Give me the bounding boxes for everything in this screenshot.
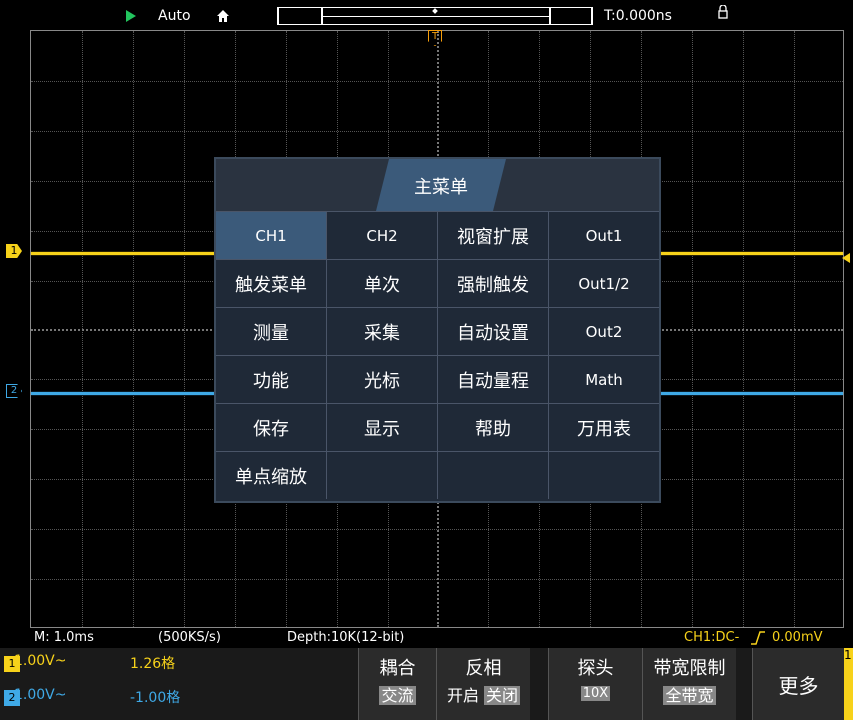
trigger-level-marker[interactable] bbox=[842, 253, 850, 263]
coupling-value: 交流 bbox=[379, 686, 416, 705]
menu-item-point-zoom[interactable]: 单点缩放 bbox=[216, 452, 327, 499]
menu-item-force[interactable]: 强制触发 bbox=[438, 260, 549, 307]
home-icon[interactable] bbox=[216, 9, 230, 23]
coupling-button[interactable]: 耦合 交流 bbox=[358, 648, 436, 720]
ch2-position: -1.00格 bbox=[130, 690, 181, 706]
top-bar: Auto T:0.000ns bbox=[0, 0, 853, 28]
probe-value: 10X bbox=[580, 686, 611, 701]
bandwidth-value: 全带宽 bbox=[663, 686, 716, 705]
menu-item-trigger[interactable]: 触发菜单 bbox=[216, 260, 327, 307]
trigger-source-label: CH1:DC- bbox=[684, 630, 740, 645]
ch2-badge: 2 bbox=[4, 690, 20, 706]
menu-item-cursor[interactable]: 光标 bbox=[327, 356, 438, 403]
ch1-position-marker[interactable]: 1 bbox=[6, 244, 22, 258]
ch1-badge: 1 bbox=[4, 656, 20, 672]
trigger-time-label: T:0.000ns bbox=[604, 8, 672, 24]
memory-position-bar[interactable] bbox=[277, 7, 593, 25]
ch1-info[interactable]: 1 1.00V~ 1.26格 bbox=[0, 653, 350, 686]
rising-edge-icon bbox=[751, 631, 765, 645]
ch2-volts-div: 1.00V~ bbox=[14, 687, 67, 703]
bandwidth-label: 带宽限制 bbox=[653, 658, 726, 679]
ch2-info[interactable]: 2 1.00V~ -1.00格 bbox=[0, 687, 350, 718]
invert-label: 反相 bbox=[465, 658, 502, 679]
trigger-mode-label: Auto bbox=[158, 8, 191, 24]
coupling-label: 耦合 bbox=[379, 658, 416, 679]
menu-item-multimeter[interactable]: 万用表 bbox=[549, 404, 659, 451]
menu-item-help[interactable]: 帮助 bbox=[438, 404, 549, 451]
ch2-position-marker[interactable]: 2 bbox=[6, 384, 22, 398]
ch1-position: 1.26格 bbox=[130, 656, 176, 672]
menu-item-empty bbox=[327, 452, 438, 499]
memory-depth-label: Depth:10K(12-bit) bbox=[287, 630, 405, 645]
trigger-position-marker[interactable]: T bbox=[428, 30, 442, 46]
menu-item-measure[interactable]: 测量 bbox=[216, 308, 327, 355]
menu-item-zoom[interactable]: 视窗扩展 bbox=[438, 212, 549, 259]
ch1-volts-div: 1.00V~ bbox=[14, 653, 67, 669]
invert-button[interactable]: 反相 开启 关闭 bbox=[436, 648, 530, 720]
menu-header: 主菜单 bbox=[216, 159, 659, 211]
menu-item-autorange[interactable]: 自动量程 bbox=[438, 356, 549, 403]
run-state-icon[interactable] bbox=[126, 10, 136, 22]
probe-button[interactable]: 探头 10X bbox=[548, 648, 642, 720]
bandwidth-limit-button[interactable]: 带宽限制 全带宽 bbox=[642, 648, 736, 720]
menu-item-acquire[interactable]: 采集 bbox=[327, 308, 438, 355]
timebase-label: M: 1.0ms bbox=[34, 630, 94, 645]
menu-item-empty bbox=[438, 452, 549, 499]
menu-item-autoset[interactable]: 自动设置 bbox=[438, 308, 549, 355]
menu-item-out2[interactable]: Out2 bbox=[549, 308, 659, 355]
menu-item-ch1[interactable]: CH1 bbox=[216, 212, 327, 259]
bottom-bar: 1 1.00V~ 1.26格 2 1.00V~ -1.00格 耦合 交流 反相 … bbox=[0, 648, 853, 720]
page-indicator: 1 bbox=[844, 648, 853, 720]
invert-on: 开启 bbox=[446, 686, 479, 705]
invert-off: 关闭 bbox=[484, 686, 521, 705]
status-line: M: 1.0ms (500KS/s) Depth:10K(12-bit) CH1… bbox=[0, 628, 853, 648]
menu-item-out12[interactable]: Out1/2 bbox=[549, 260, 659, 307]
menu-item-math[interactable]: Math bbox=[549, 356, 659, 403]
menu-title: 主菜单 bbox=[414, 177, 468, 198]
menu-item-ch2[interactable]: CH2 bbox=[327, 212, 438, 259]
sample-rate-label: (500KS/s) bbox=[158, 630, 221, 645]
menu-item-single[interactable]: 单次 bbox=[327, 260, 438, 307]
menu-item-utility[interactable]: 功能 bbox=[216, 356, 327, 403]
probe-label: 探头 bbox=[577, 658, 614, 679]
more-button[interactable]: 更多 bbox=[752, 648, 844, 720]
lock-icon bbox=[718, 5, 728, 19]
menu-item-display[interactable]: 显示 bbox=[327, 404, 438, 451]
menu-item-save[interactable]: 保存 bbox=[216, 404, 327, 451]
main-menu: 主菜单 CH1 CH2 视窗扩展 Out1 触发菜单 单次 强制触发 Out1/… bbox=[214, 157, 661, 503]
trigger-level-label: 0.00mV bbox=[772, 630, 823, 645]
menu-item-empty bbox=[549, 452, 659, 499]
menu-item-out1[interactable]: Out1 bbox=[549, 212, 659, 259]
